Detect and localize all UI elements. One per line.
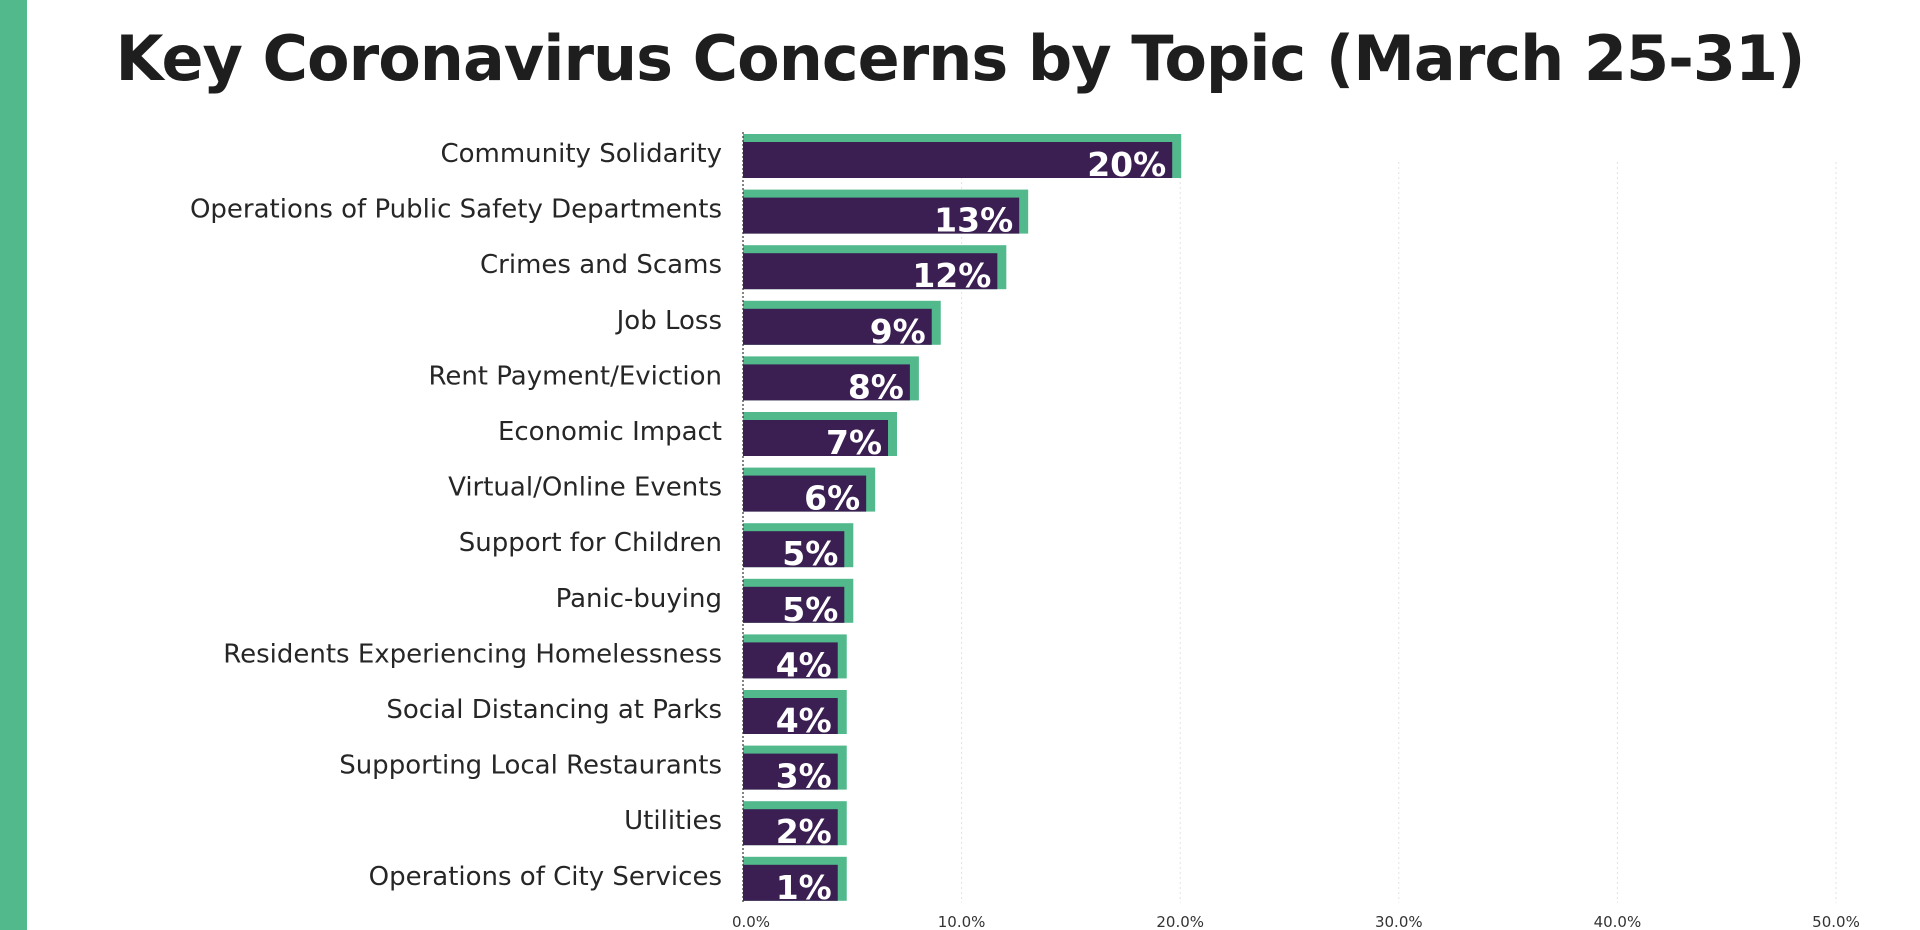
x-tick-label: 50.0% bbox=[1812, 913, 1860, 930]
bar bbox=[743, 753, 838, 790]
bar bbox=[743, 308, 932, 345]
x-tick-label: 20.0% bbox=[1156, 913, 1204, 930]
chart-title: Key Coronavirus Concerns by Topic (March… bbox=[115, 22, 1806, 95]
bar bbox=[743, 197, 1020, 234]
bar bbox=[743, 809, 838, 846]
bar bbox=[743, 698, 838, 734]
bar-value-label: 9% bbox=[870, 312, 926, 351]
bar bbox=[743, 142, 1173, 178]
category-label: Crimes and Scams bbox=[480, 250, 722, 280]
category-label: Rent Payment/Eviction bbox=[428, 361, 722, 391]
category-label: Utilities bbox=[624, 806, 722, 836]
x-tick-label: 0.0% bbox=[732, 913, 770, 930]
bar-value-label: 4% bbox=[776, 701, 832, 740]
x-tick-label: 40.0% bbox=[1594, 913, 1642, 930]
bar bbox=[743, 586, 845, 623]
category-label: Supporting Local Restaurants bbox=[339, 751, 722, 781]
bar bbox=[743, 253, 998, 290]
category-labels: Community Solidarity Operations of Public… bbox=[190, 139, 722, 892]
category-label: Virtual/Online Events bbox=[448, 473, 722, 503]
category-label: Support for Children bbox=[459, 528, 722, 558]
category-label: Residents Experiencing Homelessness bbox=[223, 639, 722, 669]
bar-value-label: 1% bbox=[776, 868, 832, 907]
category-label: Operations of City Services bbox=[369, 862, 722, 892]
accent-strip bbox=[0, 0, 27, 930]
x-tick-label: 10.0% bbox=[938, 913, 986, 930]
bar-value-label: 4% bbox=[776, 645, 832, 684]
bar-value-label: 5% bbox=[782, 590, 838, 629]
bar-value-label: 3% bbox=[776, 757, 832, 796]
bar-value-label: 13% bbox=[934, 201, 1013, 240]
bar bbox=[743, 364, 910, 401]
bar bbox=[743, 642, 838, 679]
category-label: Community Solidarity bbox=[440, 139, 722, 169]
bar-value-label: 7% bbox=[826, 423, 882, 462]
category-label: Panic-buying bbox=[556, 584, 722, 614]
bar-value-label: 6% bbox=[804, 479, 860, 518]
bar bbox=[743, 475, 867, 512]
x-axis-ticks: 0.0% 10.0% 20.0% 30.0% 40.0% 50.0% bbox=[732, 913, 1860, 930]
bar-value-label: 8% bbox=[848, 367, 904, 406]
bar-value-label: 12% bbox=[912, 256, 991, 295]
bar bbox=[743, 531, 845, 568]
x-tick-label: 30.0% bbox=[1375, 913, 1423, 930]
bar-value-label: 5% bbox=[782, 534, 838, 573]
bar-value-label: 2% bbox=[776, 812, 832, 851]
category-label: Social Distancing at Parks bbox=[386, 695, 722, 725]
category-label: Operations of Public Safety Departments bbox=[190, 195, 722, 225]
gridlines bbox=[961, 162, 1837, 903]
bar bbox=[743, 420, 889, 456]
category-label: Economic Impact bbox=[498, 417, 722, 447]
bar bbox=[743, 864, 838, 901]
bar-value-label: 20% bbox=[1087, 145, 1166, 184]
bars: 20% 13% 12% 9% 8% 7% 6% 5% 5% 4% 4% 3% 2% 1% bbox=[743, 134, 1182, 907]
category-label: Job Loss bbox=[615, 306, 722, 336]
